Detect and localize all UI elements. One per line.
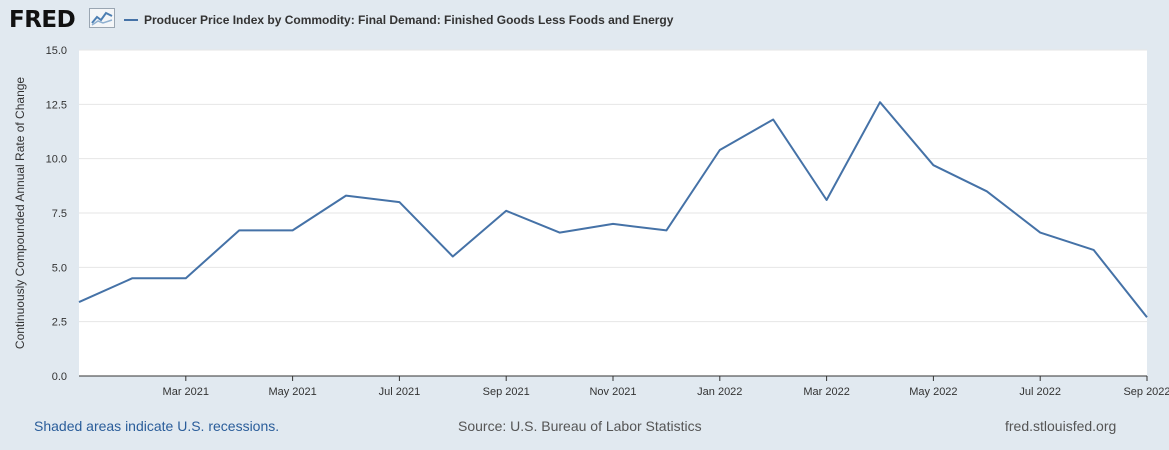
x-tick-label: Sep 2022: [1123, 386, 1169, 398]
y-tick-label: 2.5: [52, 317, 67, 329]
data-point[interactable]: [1036, 229, 1044, 237]
data-point[interactable]: [769, 116, 777, 124]
x-tick-label: May 2021: [268, 386, 316, 398]
y-tick-label: 10.0: [46, 154, 67, 166]
data-point[interactable]: [182, 274, 190, 282]
data-point[interactable]: [128, 274, 136, 282]
data-point[interactable]: [235, 226, 243, 234]
x-tick-label: Jul 2022: [1019, 386, 1061, 398]
data-point[interactable]: [342, 192, 350, 200]
data-point[interactable]: [1090, 246, 1098, 254]
site-url[interactable]: fred.stlouisfed.org: [1005, 418, 1117, 434]
x-tick-label: Nov 2021: [589, 386, 636, 398]
x-axis-ticks: Mar 2021 May 2021 Jul 2021 Sep 2021 Nov 2021…: [163, 376, 1169, 398]
data-point[interactable]: [556, 229, 564, 237]
legend-swatch: [124, 19, 138, 21]
data-point[interactable]: [983, 187, 991, 195]
x-tick-label: Jul 2021: [379, 386, 421, 398]
data-point[interactable]: [609, 220, 617, 228]
chart-header: FRED Producer Price Index by Commodity: …: [0, 0, 1169, 40]
x-tick-label: Mar 2022: [803, 386, 849, 398]
y-tick-label: 15.0: [46, 45, 67, 57]
data-point[interactable]: [289, 226, 297, 234]
data-point[interactable]: [929, 161, 937, 169]
fred-logo[interactable]: FRED: [9, 7, 76, 33]
data-point[interactable]: [716, 146, 724, 154]
source-note: Source: U.S. Bureau of Labor Statistics: [458, 418, 702, 434]
data-point[interactable]: [876, 98, 884, 106]
x-tick-label: Mar 2021: [163, 386, 209, 398]
chart-legend[interactable]: Producer Price Index by Commodity: Final…: [124, 10, 673, 30]
y-tick-label: 0.0: [52, 371, 67, 383]
data-point[interactable]: [75, 298, 83, 306]
recession-note[interactable]: Shaded areas indicate U.S. recessions.: [34, 418, 280, 434]
data-point[interactable]: [395, 198, 403, 206]
y-tick-label: 5.0: [52, 262, 67, 274]
line-chart: 0.0 2.5 5.0 7.5 10.0 12.5 15.0 Mar 2021 May 202…: [13, 45, 1169, 398]
data-point[interactable]: [823, 196, 831, 204]
series-line[interactable]: [78, 101, 1148, 318]
x-tick-label: Sep 2021: [483, 386, 530, 398]
line-chart-icon: [89, 8, 115, 28]
x-tick-label: Jan 2022: [697, 386, 742, 398]
data-point[interactable]: [662, 226, 670, 234]
y-tick-label: 7.5: [52, 208, 67, 220]
y-axis-ticks: 0.0 2.5 5.0 7.5 10.0 12.5 15.0: [46, 45, 67, 383]
data-point[interactable]: [1143, 313, 1151, 321]
legend-label: Producer Price Index by Commodity: Final…: [144, 13, 674, 27]
series-group: [75, 98, 1151, 321]
y-axis-label: Continuously Compounded Annual Rate of C…: [13, 77, 27, 350]
x-tick-label: May 2022: [909, 386, 957, 398]
y-tick-label: 12.5: [46, 99, 67, 111]
data-point[interactable]: [449, 252, 457, 260]
data-point[interactable]: [502, 207, 510, 215]
